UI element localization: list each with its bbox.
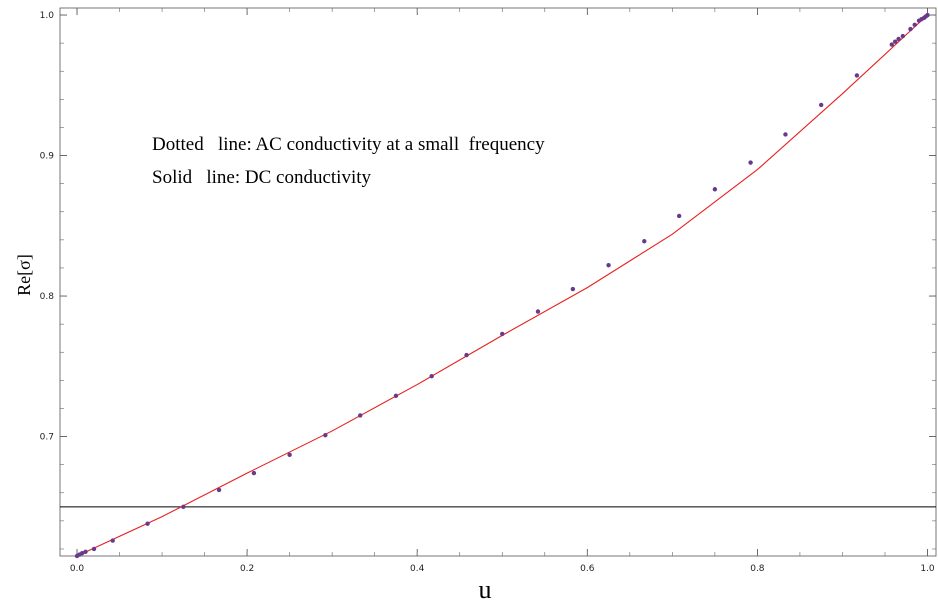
ac-conductivity-point [818,102,824,108]
ac-conductivity-point [925,12,930,18]
series-group [74,12,930,559]
ac-conductivity-point [287,452,292,458]
annotation-dc: Solid line: DC conductivity [152,167,372,188]
ac-conductivity-point [676,213,682,219]
dc-conductivity-line [76,14,928,557]
ac-conductivity-point [83,549,88,554]
ac-conductivity-point [900,33,906,39]
ac-conductivity-point [110,538,115,543]
ac-conductivity-point [429,373,434,379]
annotation-ac: Dotted line: AC conductivity at a small … [152,134,545,155]
ac-conductivity-point [606,262,611,268]
y-tick-label: 0.7 [40,433,54,443]
x-tick-label: 0.4 [410,564,425,574]
x-tick-label: 0.0 [70,564,85,574]
ac-conductivity-point [912,22,917,28]
y-tick-label: 0.8 [40,292,55,302]
x-tick-label: 0.6 [580,564,595,574]
ac-conductivity-point [854,73,860,78]
ac-conductivity-point [783,132,788,137]
y-tick-label: 1.0 [40,11,55,21]
ac-conductivity-point [358,413,363,418]
ac-conductivity-point [892,39,898,44]
ac-conductivity-point [889,42,894,47]
ac-conductivity-point [251,470,257,476]
text-group: Dotted line: AC conductivity at a small … [14,134,545,604]
ac-conductivity-point [535,309,541,314]
plot-area-border [59,7,937,557]
x-tick-label: 0.8 [750,564,765,574]
ac-conductivity-point [181,504,186,510]
ac-conductivity-point [570,286,576,292]
ac-conductivity-point [642,239,647,244]
ac-conductivity-point [712,187,718,192]
axis-ticks: 0.0 0.2 0.4 0.6 0.8 1.0 0.7 0.8 0.9 1.0 [40,8,936,574]
ac-conductivity-point [323,432,328,438]
x-axis-label: u [479,575,492,604]
ac-conductivity-point [500,331,505,337]
ac-conductivity-point [393,393,399,399]
ac-conductivity-point [908,26,913,32]
ac-conductivity-point [91,546,97,552]
plot-frame [59,7,937,557]
ac-conductivity-point [145,521,150,526]
x-tick-label: 1.0 [920,564,935,574]
ac-conductivity-point [748,160,753,165]
y-axis-label: Re[σ] [14,254,34,296]
ac-conductivity-point [464,352,469,358]
x-tick-label: 0.2 [240,564,254,574]
ac-conductivity-point [79,550,85,556]
ac-conductivity-point [216,487,222,493]
y-tick-label: 0.9 [40,152,55,162]
ac-conductivity-point [896,36,901,42]
